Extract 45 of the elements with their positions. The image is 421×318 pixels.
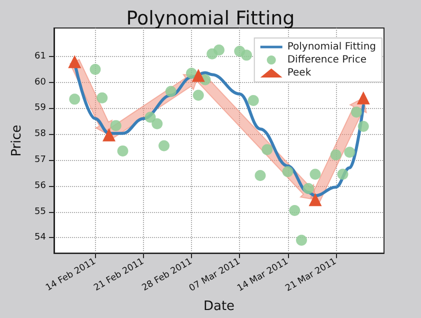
point xyxy=(102,128,116,142)
point xyxy=(117,145,128,156)
chart-title: Polynomial Fitting xyxy=(126,8,295,30)
y-tick-label: 59 xyxy=(34,103,46,114)
point xyxy=(165,86,176,97)
point xyxy=(186,68,197,79)
point xyxy=(358,120,369,132)
point xyxy=(90,64,101,75)
point xyxy=(296,234,307,246)
point xyxy=(344,146,356,158)
point xyxy=(356,91,370,104)
legend-label: Polynomial Fitting xyxy=(287,42,376,52)
point xyxy=(158,140,170,152)
point xyxy=(302,182,314,194)
x-axis-title: Date xyxy=(203,299,235,314)
y-tick-label: 57 xyxy=(34,155,46,165)
y-tick-label: 55 xyxy=(34,206,46,217)
legend-label: Peek xyxy=(287,68,312,78)
point xyxy=(282,166,294,178)
point xyxy=(96,92,108,104)
point xyxy=(69,94,80,105)
y-tick-label: 58 xyxy=(34,129,46,140)
point xyxy=(308,193,322,206)
y-tick-label: 56 xyxy=(34,180,46,191)
point xyxy=(351,106,362,118)
point xyxy=(337,168,348,180)
point xyxy=(248,94,259,106)
point xyxy=(144,112,156,123)
point xyxy=(68,55,82,68)
point xyxy=(152,118,163,130)
point xyxy=(192,90,204,101)
y-tick-label: 54 xyxy=(34,232,46,243)
legend-label: Difference Price xyxy=(287,54,366,66)
point xyxy=(310,168,321,180)
point xyxy=(289,204,300,216)
point xyxy=(192,68,205,82)
point xyxy=(262,144,273,156)
point xyxy=(214,44,224,56)
point xyxy=(241,50,252,61)
y-tick-label: 61 xyxy=(34,51,46,62)
y-tick-label: 60 xyxy=(34,77,46,88)
y-axis-title: Price xyxy=(10,124,25,156)
point xyxy=(254,170,266,182)
point xyxy=(330,149,342,160)
point xyxy=(110,120,122,132)
